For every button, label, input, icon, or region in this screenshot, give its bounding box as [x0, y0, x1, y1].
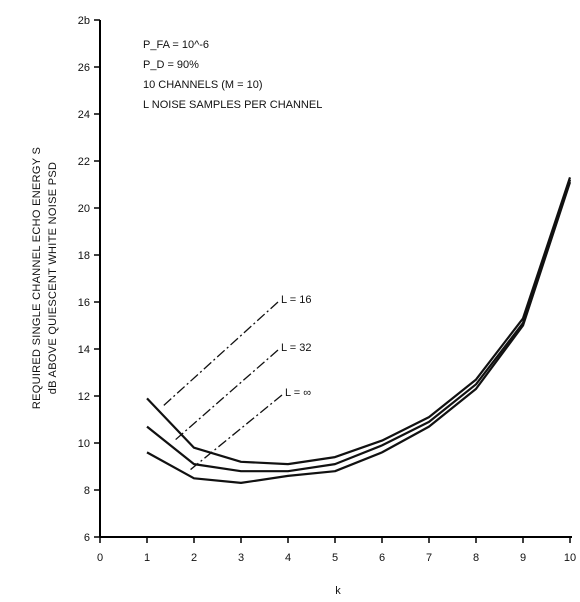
series-line-3	[146, 181, 572, 484]
x-tick-label: 3	[238, 552, 244, 564]
x-tick-label: 4	[285, 552, 291, 564]
x-tick-label: 8	[473, 552, 479, 564]
leader-line-l32	[173, 349, 279, 442]
x-tick-label: 10	[564, 552, 576, 564]
x-tick-label: 7	[426, 552, 432, 564]
y-tick-label: 18	[78, 250, 90, 262]
y-tick-label: 22	[78, 156, 90, 168]
leader-line-linf	[189, 394, 283, 471]
annotation-pd: P_D = 90%	[143, 59, 199, 71]
y-tick-label: 10	[78, 438, 90, 450]
series-label-linf: L = ∞	[285, 387, 311, 399]
x-tick-label: 9	[520, 552, 526, 564]
y-tick-label: 24	[78, 109, 90, 121]
x-ticks: 0 1 2 3 4 5 6 7 8 9 10	[97, 537, 576, 564]
leader-line-l16	[161, 301, 279, 408]
y-axis-label-line-1: REQUIRED SINGLE CHANNEL ECHO ENERGY S	[31, 147, 43, 409]
series-label-l32: L = 32	[281, 342, 311, 354]
annotation-pfa: P_FA = 10^-6	[143, 39, 209, 51]
annotation-noise-samples: L NOISE SAMPLES PER CHANNEL	[143, 99, 322, 111]
y-tick-label: 14	[78, 344, 90, 356]
x-axis-label: k	[335, 585, 341, 597]
y-axis-label-line-2: dB ABOVE QUIESCENT WHITE NOISE PSD	[47, 162, 59, 395]
y-tick-label: 8	[84, 485, 90, 497]
y-tick-label: 20	[78, 203, 90, 215]
x-tick-label: 6	[379, 552, 385, 564]
y-tick-label: 16	[78, 297, 90, 309]
y-tick-label: 12	[78, 391, 90, 403]
y-tick-label: 26	[78, 62, 90, 74]
x-tick-label: 5	[332, 552, 338, 564]
series-line-2	[146, 179, 572, 473]
annotation-channels: 10 CHANNELS (M = 10)	[143, 79, 263, 91]
y-tick-label: 6	[84, 532, 90, 544]
x-tick-label: 2	[191, 552, 197, 564]
x-tick-label: 0	[97, 552, 103, 564]
series-line-1	[146, 177, 572, 466]
y-ticks: 6 8 10 12 14 16 18 20 22 24 26 2b	[78, 15, 100, 544]
x-tick-label: 1	[144, 552, 150, 564]
series-label-l16: L = 16	[281, 294, 311, 306]
y-tick-label: 2b	[78, 15, 90, 27]
series-layer	[146, 177, 572, 484]
